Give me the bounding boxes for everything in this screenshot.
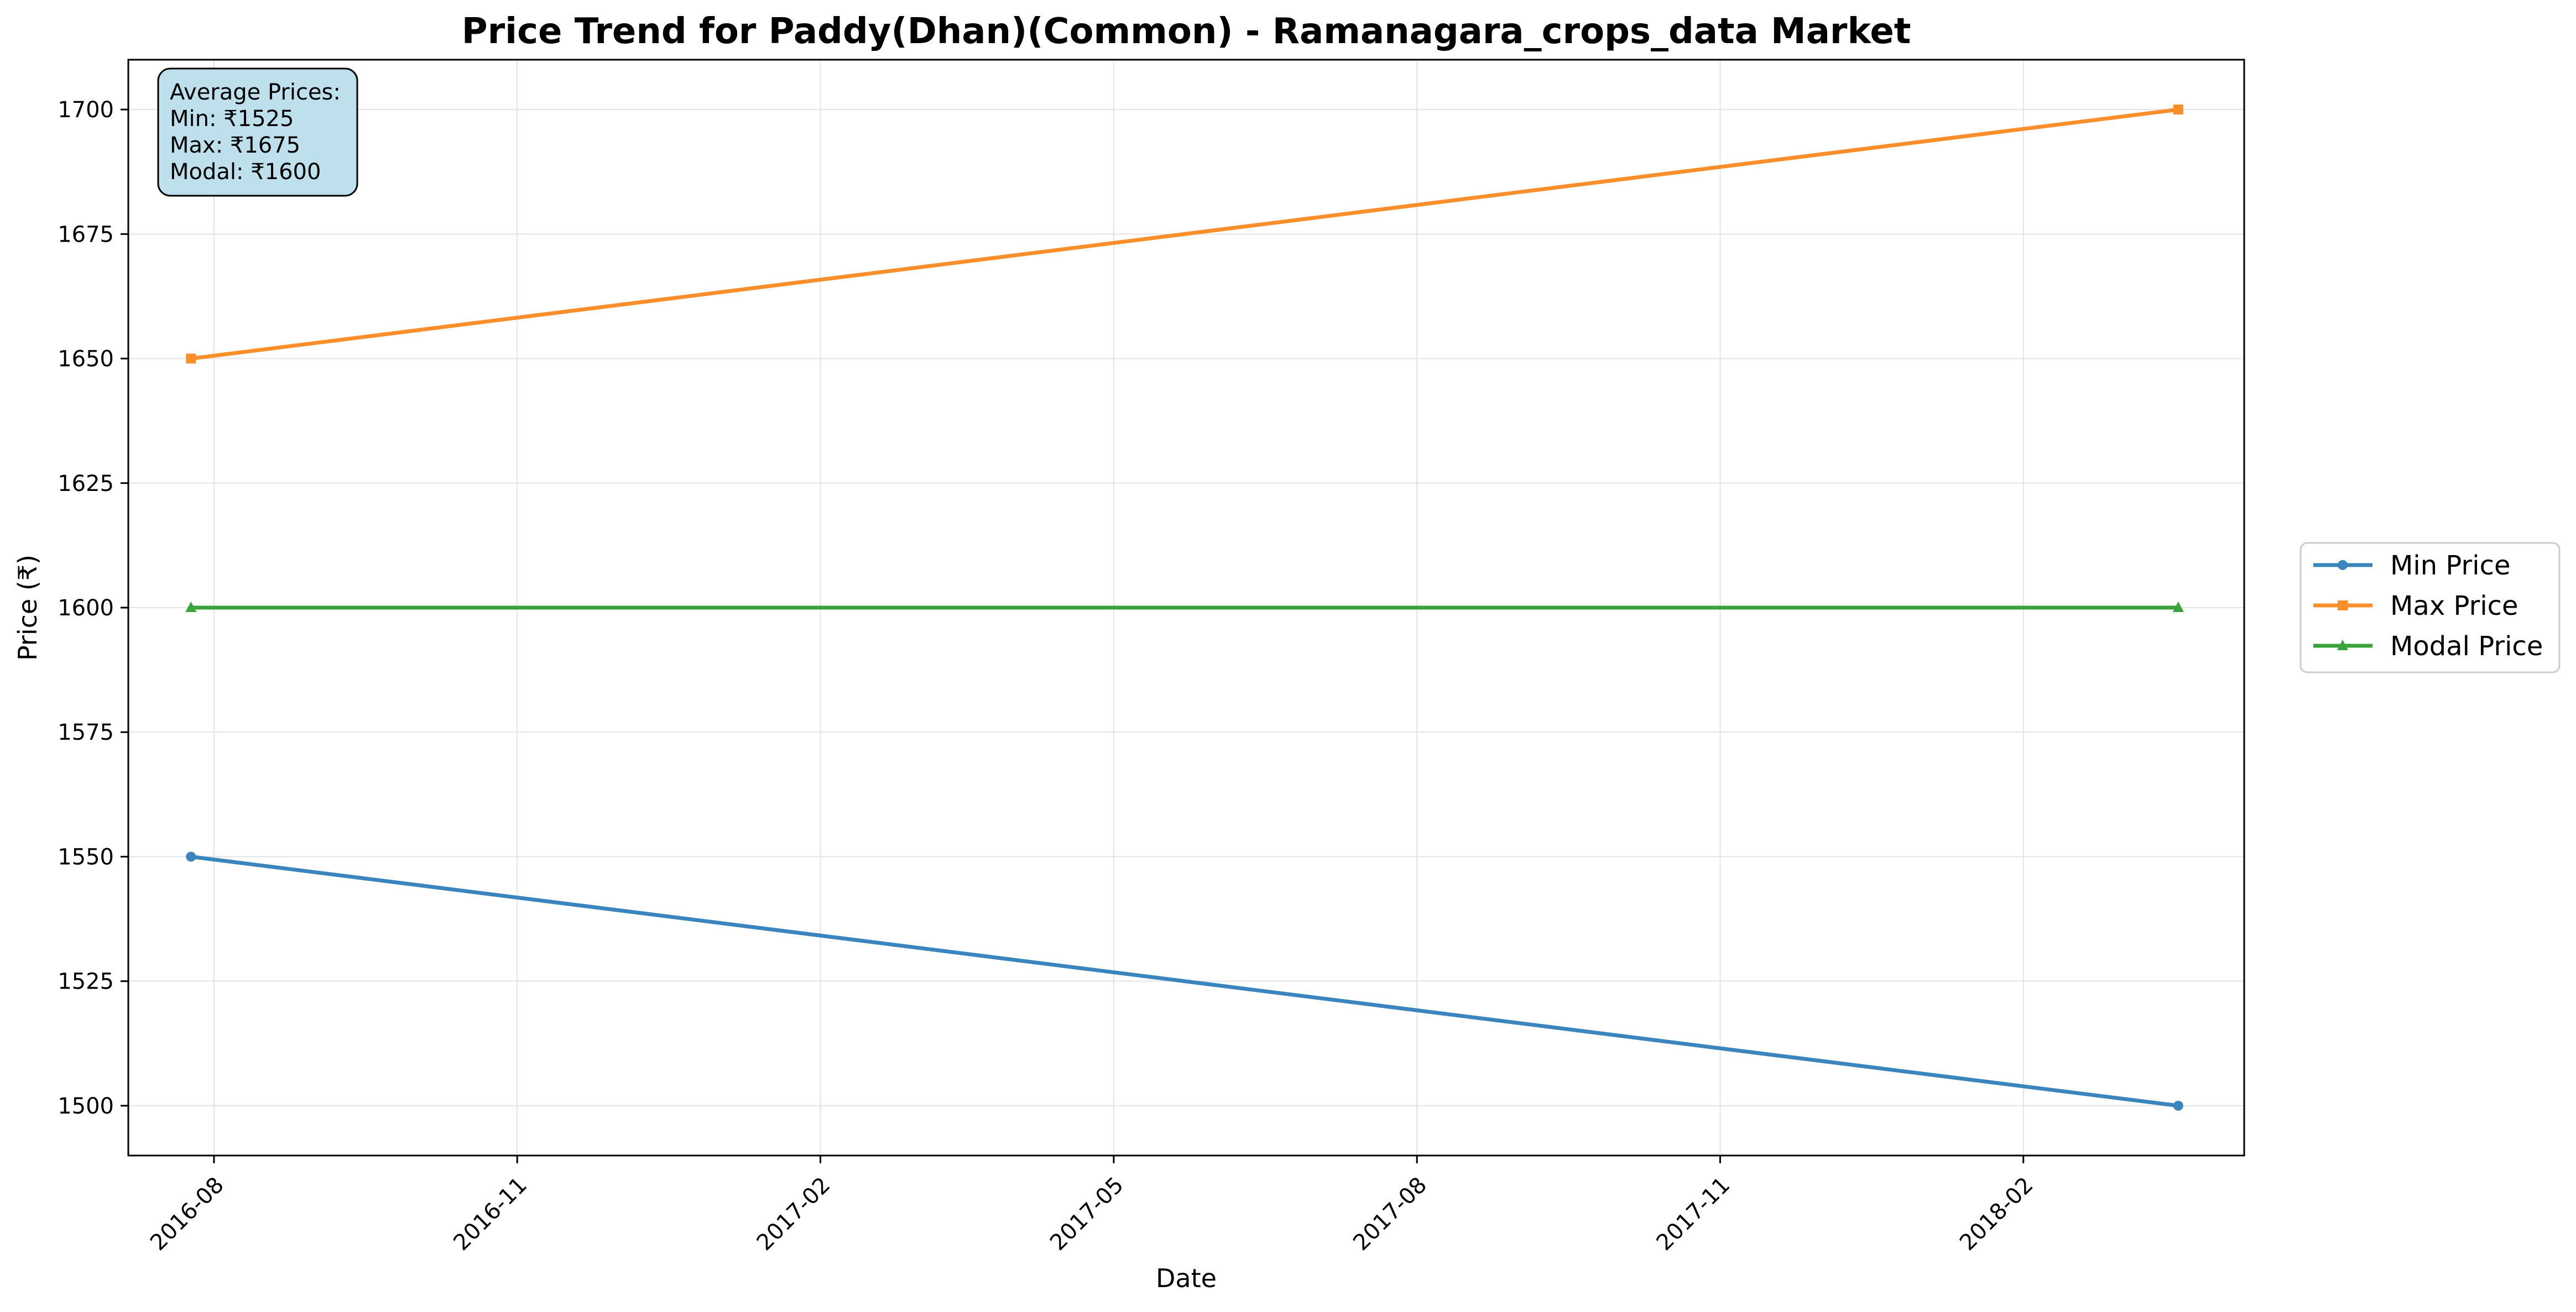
min-price-line xyxy=(189,854,2181,1108)
y-tick-label: 1675 xyxy=(58,222,114,247)
max-price-point xyxy=(186,353,196,364)
legend: Min Price Max Price Modal Price xyxy=(2299,542,2561,673)
x-tick-label: 2017-05 xyxy=(1045,1172,1129,1256)
y-tick-label: 1500 xyxy=(58,1094,114,1119)
modal-price-point xyxy=(2172,602,2184,612)
x-tick-label: 2017-11 xyxy=(1652,1172,1735,1256)
y-axis-label: Price (₹) xyxy=(13,555,43,661)
y-tick-label: 1625 xyxy=(58,471,114,496)
y-tick-label: 1525 xyxy=(58,969,114,995)
x-axis: 2016-08 2016-11 2017-02 2017-05 2017-08 2017-… xyxy=(145,1156,2038,1256)
legend-min-price-marker xyxy=(2338,560,2348,570)
modal-price-point xyxy=(185,602,197,612)
max-price-line xyxy=(189,107,2181,361)
average-modal-price: Modal: ₹1600 xyxy=(170,159,321,185)
x-tick-label: 2017-08 xyxy=(1348,1172,1432,1256)
y-tick-label: 1600 xyxy=(58,595,114,621)
x-tick-label: 2018-02 xyxy=(1955,1172,2038,1256)
legend-max-price-marker xyxy=(2338,600,2348,610)
legend-frame xyxy=(2299,542,2561,673)
min-price-point xyxy=(2173,1100,2183,1111)
x-axis-label: Date xyxy=(1156,1263,1217,1293)
y-tick-label: 1550 xyxy=(58,844,114,870)
average-prices-box-background xyxy=(157,67,358,197)
legend-modal-price-marker xyxy=(2337,640,2348,650)
max-price-point xyxy=(2173,104,2183,115)
y-tick-label: 1700 xyxy=(58,97,114,123)
legend-modal-price-label: Modal Price xyxy=(2390,631,2543,662)
min-price-point xyxy=(186,851,196,862)
chart-title: Price Trend for Paddy(Dhan)(Common) - Ra… xyxy=(462,11,1911,52)
y-axis: 1500 1525 1550 1575 1600 1625 1650 1675 1700 xyxy=(58,97,128,1119)
y-tick-label: 1650 xyxy=(58,347,114,372)
legend-max-price-label: Max Price xyxy=(2390,590,2518,621)
y-tick-label: 1575 xyxy=(58,720,114,745)
x-tick-label: 2016-08 xyxy=(145,1172,229,1256)
series-layer xyxy=(185,104,2184,1111)
average-prices-heading: Average Prices: xyxy=(170,80,341,105)
average-prices-box: Average Prices: Min: ₹1525 Max: ₹1675 Mo… xyxy=(157,67,358,197)
average-max-price: Max: ₹1675 xyxy=(170,133,300,158)
x-tick-label: 2017-02 xyxy=(752,1172,836,1256)
x-tick-label: 2016-11 xyxy=(449,1172,532,1256)
legend-min-price-label: Min Price xyxy=(2390,550,2511,581)
average-min-price: Min: ₹1525 xyxy=(170,106,294,132)
